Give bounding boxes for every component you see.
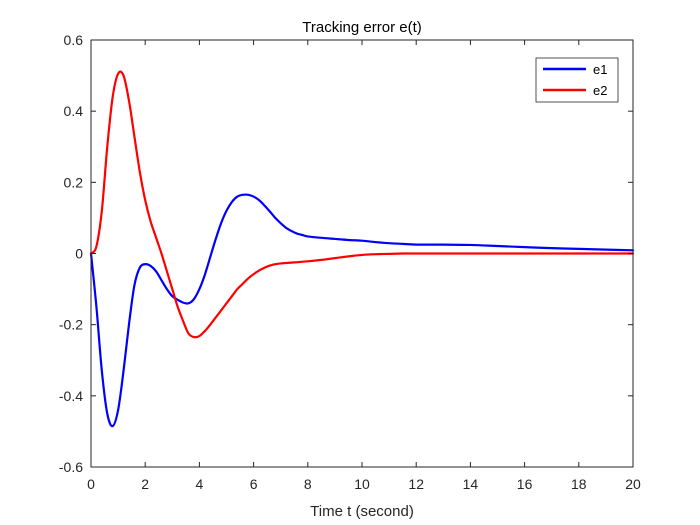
y-tick-label: 0 — [75, 246, 83, 262]
axis-layer: 0 2 4 6 8 10 12 14 16 18 20 -0.6 -0.4 -0.2 0 0.2 0.4 0.6 — [59, 32, 641, 492]
x-tick-label: 14 — [463, 476, 479, 492]
y-tick-label: -0.4 — [59, 388, 83, 404]
y-tick-label: 0.2 — [64, 174, 84, 190]
plot-frame — [90, 39, 634, 468]
x-tick-label: 20 — [625, 476, 641, 492]
x-tick-label: 2 — [141, 476, 149, 492]
y-tick-label: -0.6 — [59, 459, 83, 475]
y-tick-label: 0.4 — [64, 103, 84, 119]
x-tick-label: 16 — [517, 476, 533, 492]
y-tick-label: -0.2 — [59, 317, 83, 333]
x-tick-label: 10 — [354, 476, 370, 492]
x-axis-label: Time t (second) — [310, 503, 414, 520]
legend: e1 e2 — [535, 57, 619, 103]
y-tick-label: 0.6 — [64, 32, 84, 48]
x-tick-label: 4 — [196, 476, 204, 492]
series-line-e1 — [89, 193, 635, 428]
legend-label-e1: e1 — [593, 62, 607, 77]
x-tick-label: 12 — [408, 476, 424, 492]
x-tick-label: 8 — [304, 476, 312, 492]
legend-box — [535, 57, 619, 103]
x-tick-label: 6 — [250, 476, 258, 492]
series-line-e2 — [89, 70, 635, 339]
x-tick-label: 18 — [571, 476, 587, 492]
legend-label-e2: e2 — [593, 83, 607, 98]
series-layer — [89, 70, 635, 428]
chart-title: Tracking error e(t) — [302, 19, 421, 36]
x-tick-label: 0 — [87, 476, 95, 492]
